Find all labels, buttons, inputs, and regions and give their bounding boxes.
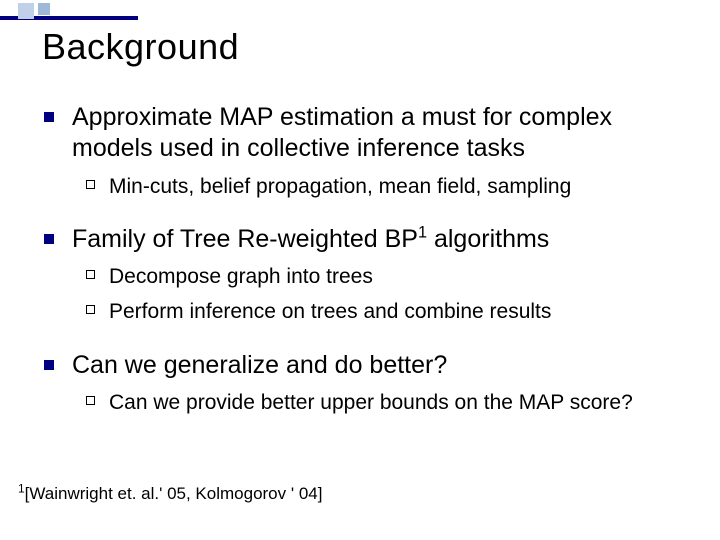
sub-bullet-item: Can we provide better upper bounds on th… [86,389,690,416]
slide-body: Approximate MAP estimation a must for co… [44,96,690,420]
sub-bullet-item: Min-cuts, belief propagation, mean field… [86,173,690,200]
sub-bullet-text: Decompose graph into trees [109,263,690,290]
footnote-text: [Wainwright et. al.' 05, Kolmogorov ' 04… [25,484,323,503]
sub-bullet-item: Decompose graph into trees [86,263,690,290]
open-square-bullet-icon [86,270,95,279]
footnote: 1[Wainwright et. al.' 05, Kolmogorov ' 0… [18,484,322,504]
bullet-text: Approximate MAP estimation a must for co… [72,102,690,165]
bullet-text: Family of Tree Re-weighted BP1 algorithm… [72,224,690,255]
spacer [44,330,690,344]
superscript-ref: 1 [418,223,427,241]
bullet-text-post: algorithms [427,225,549,253]
footnote-marker: 1 [18,481,25,495]
open-square-bullet-icon [86,396,95,405]
open-square-bullet-icon [86,180,95,189]
square-bullet-icon [44,112,54,122]
bullet-text-pre: Family of Tree Re-weighted BP [72,225,418,253]
accent-square-small [38,3,50,15]
bullet-item: Can we generalize and do better? [44,350,690,381]
sub-bullet-text: Can we provide better upper bounds on th… [109,389,690,416]
bullet-item: Approximate MAP estimation a must for co… [44,102,690,165]
square-bullet-icon [44,360,54,370]
open-square-bullet-icon [86,305,95,314]
accent-square-large [18,3,34,19]
sub-bullet-text: Perform inference on trees and combine r… [109,298,690,325]
slide-title: Background [42,26,239,68]
square-bullet-icon [44,234,54,244]
slide: Background Approximate MAP estimation a … [0,0,720,540]
bullet-item: Family of Tree Re-weighted BP1 algorithm… [44,224,690,255]
bullet-text: Can we generalize and do better? [72,350,690,381]
sub-bullet-item: Perform inference on trees and combine r… [86,298,690,325]
sub-bullet-text: Min-cuts, belief propagation, mean field… [109,173,690,200]
spacer [44,204,690,218]
